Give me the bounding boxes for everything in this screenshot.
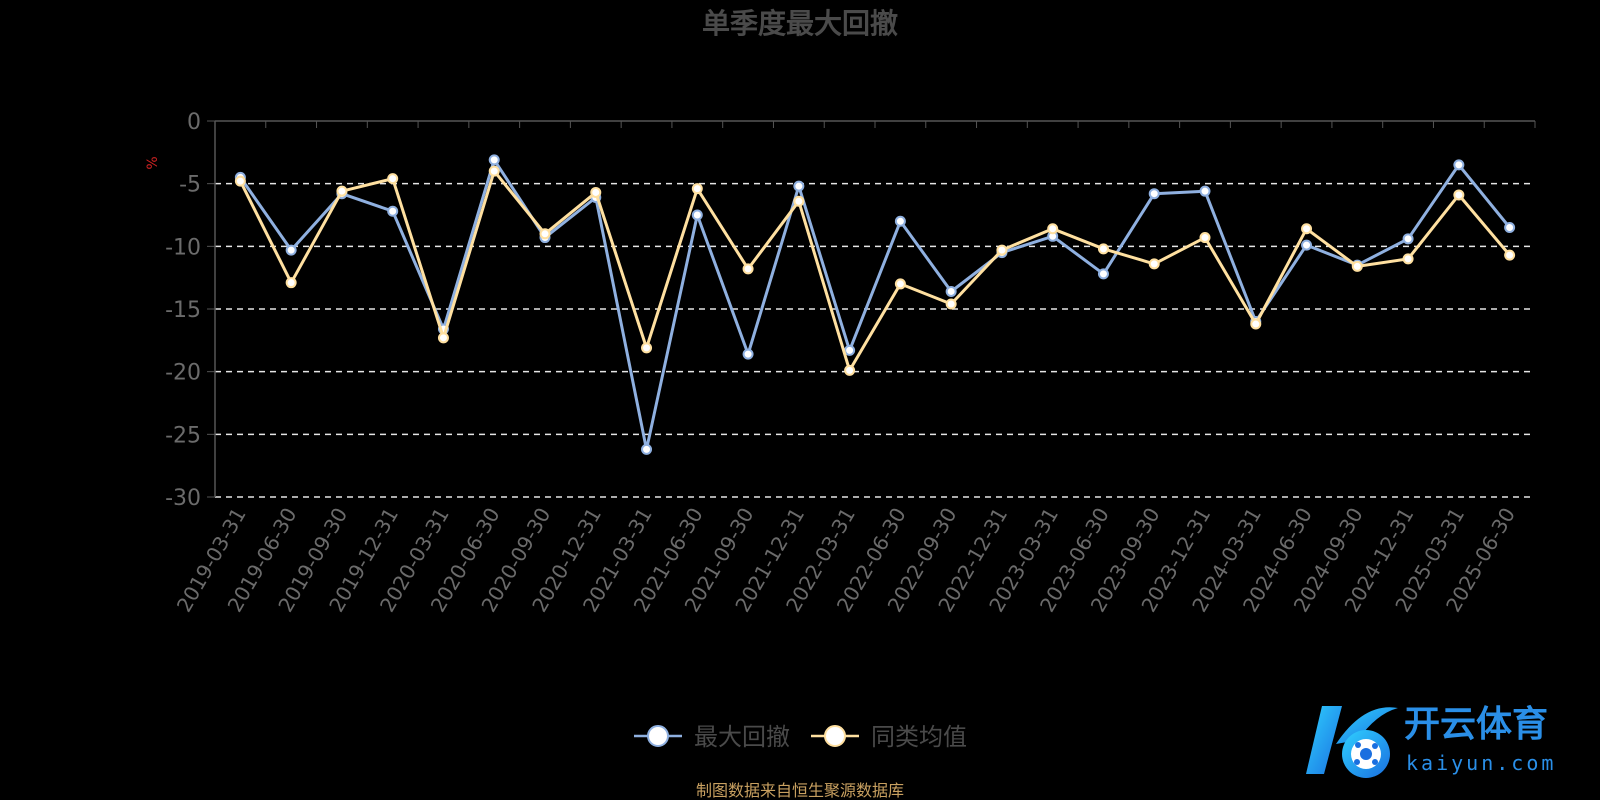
series-line xyxy=(239,158,1511,451)
data-point[interactable] xyxy=(1504,249,1516,261)
series-line xyxy=(239,169,1511,372)
y-tick-label: -25 xyxy=(165,423,201,448)
data-point[interactable] xyxy=(1301,223,1313,235)
kaiyun-logo-icon xyxy=(1306,706,1398,778)
data-point[interactable] xyxy=(285,277,297,289)
data-point[interactable] xyxy=(488,154,500,166)
data-point[interactable] xyxy=(387,173,399,185)
data-point[interactable] xyxy=(1148,188,1160,200)
y-tick-label: -30 xyxy=(165,486,201,511)
y-tick-label: 0 xyxy=(187,110,201,135)
data-point[interactable] xyxy=(691,183,703,195)
data-point[interactable] xyxy=(996,244,1008,256)
data-point[interactable] xyxy=(539,228,551,240)
data-point[interactable] xyxy=(894,278,906,290)
data-point[interactable] xyxy=(691,209,703,221)
legend-item-max-drawdown[interactable]: 最大回撤 xyxy=(634,723,790,751)
data-point[interactable] xyxy=(1402,233,1414,245)
data-point[interactable] xyxy=(1453,159,1465,171)
data-point[interactable] xyxy=(793,195,805,207)
y-tick-label: -10 xyxy=(165,235,201,260)
y-tick-label: -20 xyxy=(165,361,201,386)
chart-title: 单季度最大回撤 xyxy=(702,7,898,40)
data-point[interactable] xyxy=(641,342,653,354)
data-point[interactable] xyxy=(285,244,297,256)
data-point[interactable] xyxy=(387,205,399,217)
legend-item-peer-average[interactable]: 同类均值 xyxy=(811,723,967,751)
data-point[interactable] xyxy=(742,263,754,275)
y-tick-label: -5 xyxy=(179,173,201,198)
data-point[interactable] xyxy=(1301,239,1313,251)
data-point[interactable] xyxy=(641,443,653,455)
y-tick-label: -15 xyxy=(165,298,201,323)
y-tick-labels: 0 -5 -10 -15 -20 -25 -30 xyxy=(165,110,201,511)
data-point[interactable] xyxy=(437,332,449,344)
grid-lines xyxy=(215,182,1535,498)
data-point[interactable] xyxy=(844,364,856,376)
series-peer-average xyxy=(234,165,1516,376)
legend-swatch-marker xyxy=(824,725,846,747)
watermark-brand-cn: 开云体育 xyxy=(1404,704,1548,745)
source-note: 制图数据来自恒生聚源数据库 xyxy=(696,781,904,800)
y-axis-label: % xyxy=(145,156,161,169)
data-point[interactable] xyxy=(590,186,602,198)
data-point[interactable] xyxy=(844,344,856,356)
data-point[interactable] xyxy=(945,298,957,310)
legend[interactable]: 最大回撤 同类均值 xyxy=(634,723,967,751)
data-point[interactable] xyxy=(1504,222,1516,234)
legend-swatch-marker xyxy=(647,725,669,747)
data-point[interactable] xyxy=(894,215,906,227)
legend-label-peer-average: 同类均值 xyxy=(871,723,967,751)
data-point[interactable] xyxy=(1148,258,1160,270)
data-point[interactable] xyxy=(793,180,805,192)
data-point[interactable] xyxy=(1250,318,1262,330)
axes xyxy=(207,120,1536,498)
data-point[interactable] xyxy=(1402,253,1414,265)
legend-label-max-drawdown: 最大回撤 xyxy=(694,723,790,751)
data-point[interactable] xyxy=(234,175,246,187)
data-point[interactable] xyxy=(336,185,348,197)
data-point[interactable] xyxy=(945,285,957,297)
series-lines xyxy=(234,154,1516,455)
x-tick-labels: 2019-03-312019-06-302019-09-302019-12-31… xyxy=(172,503,1520,616)
data-point[interactable] xyxy=(1199,232,1211,244)
data-point[interactable] xyxy=(488,165,500,177)
watermark-logo: 开云体育 kaiyun.com xyxy=(1306,704,1556,778)
data-point[interactable] xyxy=(1351,260,1363,272)
series-max-drawdown xyxy=(234,154,1516,455)
data-point[interactable] xyxy=(1199,185,1211,197)
data-point[interactable] xyxy=(1097,243,1109,255)
data-point[interactable] xyxy=(1047,223,1059,235)
data-point[interactable] xyxy=(1453,189,1465,201)
data-point[interactable] xyxy=(742,348,754,360)
watermark-brand-en: kaiyun.com xyxy=(1406,751,1556,775)
data-point[interactable] xyxy=(1097,268,1109,280)
